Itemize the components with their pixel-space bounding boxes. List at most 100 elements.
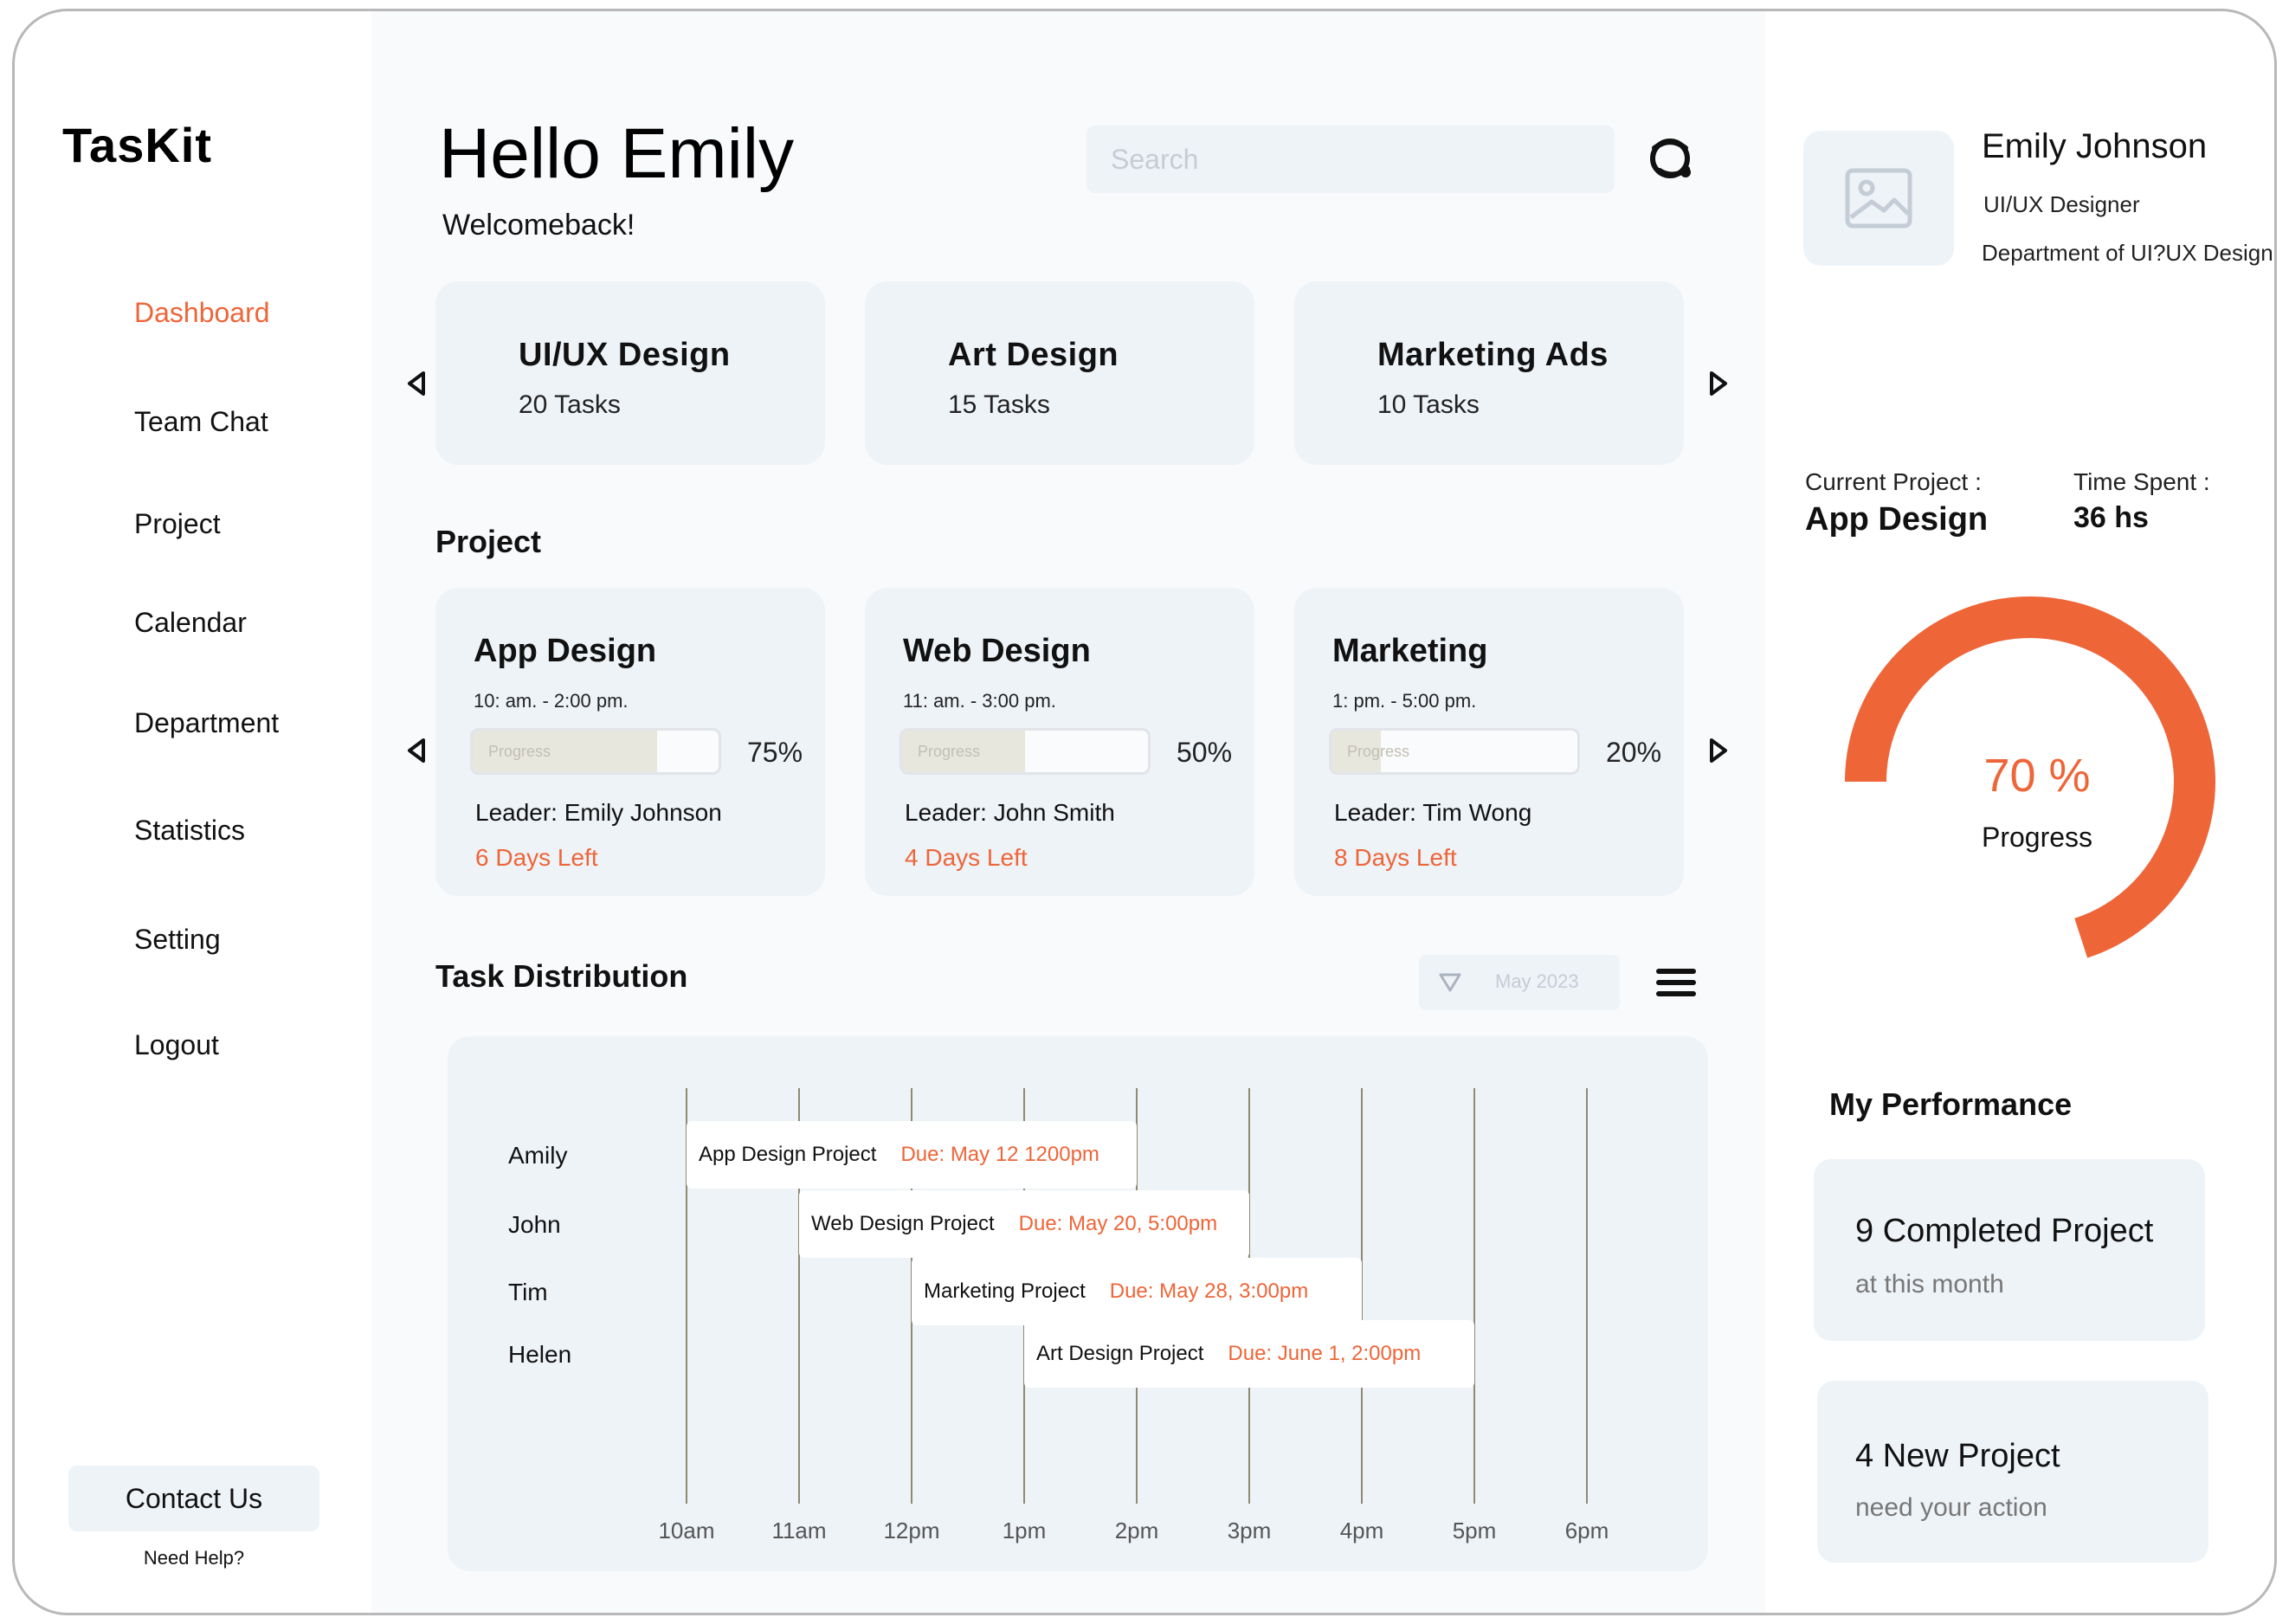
progress-fill [1331, 731, 1381, 772]
performance-title: My Performance [1829, 1086, 2073, 1122]
project-time: 1: pm. - 5:00 pm. [1332, 690, 1477, 712]
timeline-due-date: Due: May 12 1200pm [900, 1143, 1099, 1166]
performance-main: 9 Completed Project [1855, 1213, 2154, 1249]
timeline-hour-label: 1pm [1002, 1518, 1047, 1543]
progress-donut [1845, 596, 2215, 958]
current-project-label: Current Project : [1805, 468, 1982, 495]
sidebar-item-setting[interactable]: Setting [134, 924, 221, 955]
timeline-task-name: Web Design Project [811, 1212, 995, 1235]
timeline-assignee: Tim [508, 1279, 548, 1305]
timeline-due-date: Due: May 28, 3:00pm [1109, 1279, 1309, 1303]
hamburger-menu-icon[interactable] [1656, 969, 1696, 1002]
projects-prev-icon[interactable] [404, 737, 429, 764]
page-greeting: Hello Emily [439, 114, 795, 193]
project-leader: Leader: John Smith [905, 799, 1115, 826]
project-title: Web Design [903, 633, 1091, 669]
progress-bar-label: Progress [918, 743, 981, 760]
progress-percent-large: 70 % [1983, 750, 2091, 802]
timeline-task-name: Marketing Project [924, 1279, 1086, 1303]
project-title: App Design [474, 633, 657, 669]
app-logo: TasKit [62, 118, 212, 172]
timeline-hour-label: 5pm [1452, 1518, 1497, 1543]
task-timeline: 10am 11am 12pm 1pm 2pm 3pm 4pm 5pm 6pm Amily App D… [448, 1036, 1708, 1571]
filter-funnel-icon [1439, 973, 1461, 992]
timeline-hour-label: 2pm [1114, 1518, 1159, 1543]
progress-fill [473, 731, 657, 772]
project-time: 10: am. - 2:00 pm. [474, 690, 629, 712]
category-card-marketing[interactable]: Marketing Ads 10 Tasks [1294, 281, 1684, 465]
timeline-due-date: Due: May 20, 5:00pm [1018, 1212, 1218, 1235]
category-card-ui-ux[interactable]: UI/UX Design 20 Tasks [435, 281, 825, 465]
timeline-assignee: Amily [508, 1142, 568, 1169]
progress-label: Progress [1981, 822, 2093, 853]
image-placeholder-icon [1845, 168, 1912, 229]
sidebar-item-dashboard[interactable]: Dashboard [134, 297, 270, 328]
project-title: Marketing [1332, 633, 1488, 669]
month-filter-select[interactable]: May 2023 [1419, 955, 1620, 1010]
progress-bar: Progress [899, 728, 1151, 775]
contact-us-label: Contact Us [125, 1482, 263, 1514]
user-name: Emily Johnson [1982, 127, 2208, 165]
progress-percent: 75% [747, 737, 803, 768]
app-window: TasKit Dashboard Team Chat Project Calen… [12, 9, 2277, 1615]
search-placeholder: Search [1111, 143, 1199, 175]
progress-bar-label: Progress [1347, 743, 1410, 760]
days-left: 8 Days Left [1334, 844, 1457, 871]
timeline-hour-label: 12pm [883, 1518, 940, 1543]
progress-bar-label: Progress [488, 743, 551, 760]
timeline-assignee: John [508, 1211, 561, 1238]
time-spent-value: 36 hs [2073, 501, 2149, 534]
timeline-task-bar[interactable]: App Design Project Due: May 12 1200pm [687, 1121, 1137, 1189]
timeline-task-bar[interactable]: Marketing Project Due: May 28, 3:00pm [912, 1258, 1362, 1325]
contact-us-button[interactable]: Contact Us [68, 1466, 319, 1531]
project-time: 11: am. - 3:00 pm. [903, 690, 1056, 712]
search-input[interactable]: Search [1086, 126, 1615, 193]
timeline-assignee: Helen [508, 1341, 572, 1368]
category-task-count: 15 Tasks [948, 390, 1050, 419]
performance-sub: at this month [1855, 1270, 2004, 1299]
progress-percent: 20% [1606, 737, 1662, 768]
project-card-web-design[interactable]: Web Design 11: am. - 3:00 pm. Progress 5… [865, 588, 1254, 896]
sidebar-item-team-chat[interactable]: Team Chat [134, 406, 268, 437]
progress-fill [902, 731, 1025, 772]
month-filter-value: May 2023 [1495, 970, 1579, 992]
sidebar-item-statistics[interactable]: Statistics [134, 815, 246, 846]
category-title: Art Design [948, 337, 1119, 373]
task-distribution-title: Task Distribution [435, 958, 688, 994]
performance-card-new[interactable]: 4 New Project need your action [1817, 1381, 2208, 1563]
sidebar-item-project[interactable]: Project [134, 508, 221, 539]
progress-bar: Progress [1329, 728, 1580, 775]
avatar[interactable] [1803, 131, 1954, 266]
category-card-art[interactable]: Art Design 15 Tasks [865, 281, 1254, 465]
project-card-marketing[interactable]: Marketing 1: pm. - 5:00 pm. Progress 20%… [1294, 588, 1684, 896]
categories-prev-icon[interactable] [404, 370, 429, 397]
timeline-hour-label: 3pm [1227, 1518, 1272, 1543]
sidebar-item-logout[interactable]: Logout [134, 1029, 219, 1060]
project-leader: Leader: Tim Wong [1334, 799, 1532, 826]
project-section-title: Project [435, 524, 542, 559]
performance-sub: need your action [1855, 1493, 2047, 1522]
user-role: UI/UX Designer [1983, 191, 2140, 217]
projects-next-icon[interactable] [1706, 737, 1731, 764]
user-department: Department of UI?UX Design [1982, 240, 2273, 266]
need-help-text: Need Help? [143, 1547, 245, 1569]
project-leader: Leader: Emily Johnson [475, 799, 722, 826]
sidebar-item-department[interactable]: Department [134, 707, 280, 738]
category-task-count: 10 Tasks [1377, 390, 1480, 419]
timeline-task-bar[interactable]: Art Design Project Due: June 1, 2:00pm [1024, 1320, 1474, 1388]
timeline-task-bar[interactable]: Web Design Project Due: May 20, 5:00pm [799, 1190, 1249, 1258]
sidebar-item-calendar[interactable]: Calendar [134, 607, 247, 638]
timeline-hour-label: 6pm [1564, 1518, 1609, 1543]
categories-next-icon[interactable] [1706, 370, 1731, 397]
category-title: Marketing Ads [1377, 337, 1609, 373]
performance-card-completed[interactable]: 9 Completed Project at this month [1814, 1159, 2205, 1341]
globe-notification-icon[interactable] [1642, 131, 1698, 186]
category-task-count: 20 Tasks [519, 390, 621, 419]
timeline-due-date: Due: June 1, 2:00pm [1228, 1342, 1422, 1365]
performance-main: 4 New Project [1855, 1438, 2060, 1474]
project-card-app-design[interactable]: App Design 10: am. - 2:00 pm. Progress 7… [435, 588, 825, 896]
timeline-task-name: App Design Project [699, 1143, 877, 1166]
progress-bar: Progress [470, 728, 721, 775]
timeline-task-name: Art Design Project [1036, 1342, 1204, 1365]
progress-percent: 50% [1177, 737, 1233, 768]
